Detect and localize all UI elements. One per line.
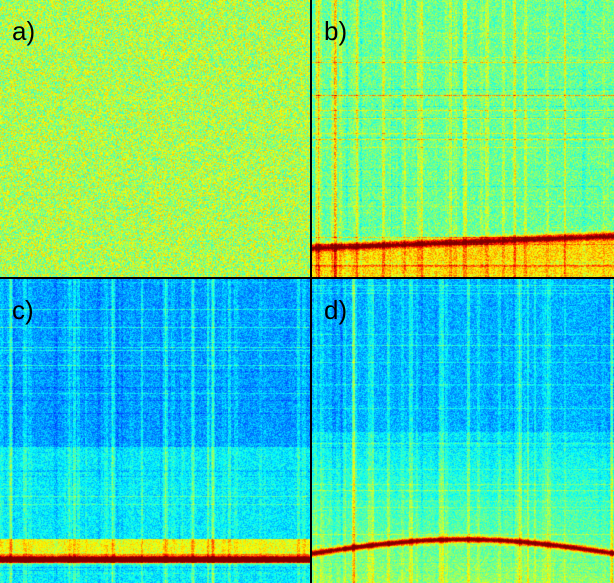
panel-d-image — [312, 279, 614, 583]
panel-d: d) — [312, 279, 614, 583]
panel-a-label: a) — [12, 16, 36, 46]
panel-b-label: b) — [324, 16, 348, 46]
panel-b: b) — [312, 0, 614, 277]
panel-c: c) — [0, 279, 310, 583]
panel-c-image — [0, 279, 310, 583]
panel-a-image — [0, 0, 310, 277]
panel-a: a) — [0, 0, 310, 277]
panel-b-image — [312, 0, 614, 277]
panel-c-label: c) — [12, 295, 34, 325]
panel-d-label: d) — [324, 295, 348, 325]
